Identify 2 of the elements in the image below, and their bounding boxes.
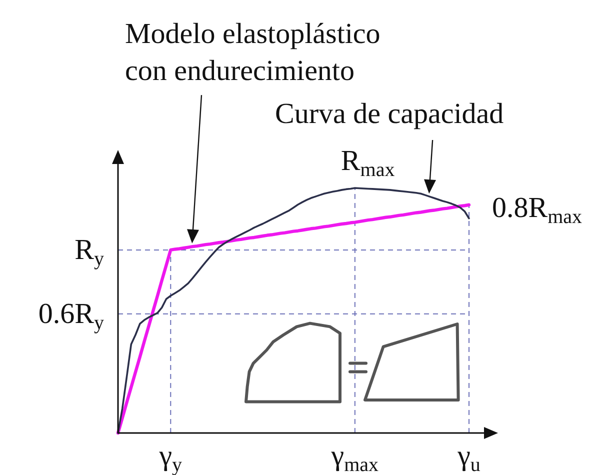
- text: Modelo elastoplástico con endurecimiento: [125, 18, 380, 87]
- text: Curva de capacidad: [275, 98, 504, 130]
